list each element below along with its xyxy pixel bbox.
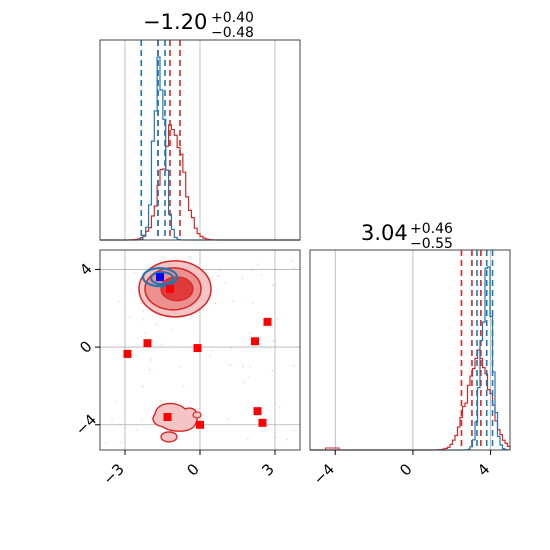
title-y-sup: +0.46	[410, 221, 453, 237]
sample-dot	[195, 408, 198, 411]
sample-dot	[182, 385, 185, 388]
sample-dot	[159, 399, 162, 402]
contour-blue-inner	[149, 271, 175, 286]
sample-dot	[271, 284, 274, 287]
sample-dot	[292, 365, 295, 368]
sample-dot	[249, 365, 252, 368]
sample-dot	[148, 368, 151, 371]
sample-dot	[271, 369, 274, 372]
marker-red	[123, 349, 132, 358]
sample-dot	[217, 274, 219, 277]
sample-dot	[272, 340, 275, 342]
sample-dot	[278, 406, 281, 409]
sample-dot	[241, 365, 244, 368]
x-tick-label: 0	[183, 460, 202, 479]
sample-dot	[251, 302, 254, 305]
sample-dot	[136, 428, 139, 431]
x-tick-label: −3	[99, 460, 127, 488]
sample-dot	[232, 300, 234, 303]
sample-dot	[170, 328, 173, 331]
sample-dot	[219, 268, 221, 271]
sample-dot	[144, 332, 146, 334]
sample-dot	[120, 441, 123, 444]
histogram-red-tail	[325, 447, 340, 450]
marker-red	[143, 339, 152, 348]
sample-dot	[104, 442, 107, 444]
scatter-contour-panel: −3 0 3 4 0 −4	[72, 249, 301, 488]
sample-dot	[247, 376, 250, 379]
sample-dot	[246, 438, 249, 441]
sample-dot	[277, 317, 279, 320]
sample-dot	[257, 263, 260, 266]
sample-dot	[291, 259, 294, 262]
x-tick-label: 0	[396, 460, 415, 479]
x-tick-label: −4	[310, 460, 338, 488]
marker-red	[193, 344, 202, 353]
sample-dot	[209, 354, 212, 357]
y-tick-label: 4	[76, 260, 95, 279]
title-x-sup: +0.40	[211, 10, 254, 26]
sample-dot	[214, 302, 217, 305]
x-tick-label: 3	[258, 460, 277, 479]
histogram-blue	[310, 266, 511, 451]
sample-dot	[179, 366, 182, 369]
sample-dot	[155, 324, 158, 326]
sample-dot	[150, 359, 153, 361]
panel-frame	[99, 39, 301, 241]
sample-dot	[224, 282, 227, 285]
sample-dot	[111, 418, 113, 420]
sample-dot	[198, 340, 201, 343]
sample-dot	[160, 343, 163, 346]
title-y-sub: −0.55	[410, 236, 453, 252]
contour-blue-outer	[141, 267, 179, 288]
sample-dot	[210, 349, 213, 352]
sample-dot	[248, 332, 251, 335]
sample-dot	[128, 316, 131, 319]
marker-red	[251, 337, 259, 346]
y-tick-label: −4	[72, 411, 100, 439]
sample-dot	[229, 364, 232, 366]
sample-dot	[292, 267, 295, 270]
marker-red	[163, 412, 172, 421]
sample-dot	[142, 318, 145, 321]
y-tick-label: 0	[76, 337, 95, 356]
panel-frame	[309, 249, 511, 451]
marker-red	[166, 284, 174, 293]
sample-dot	[292, 429, 295, 432]
histogram-y-panel: −4 0 4	[309, 249, 511, 488]
contour-red-lower	[152, 402, 199, 432]
title-y-main: 3.04	[361, 221, 408, 245]
sample-dot	[141, 302, 143, 305]
contour-red-lower-small	[160, 431, 178, 443]
sample-dot	[260, 274, 263, 277]
sample-dot	[286, 438, 289, 441]
sample-dot	[273, 436, 276, 439]
title-x-main: −1.20	[143, 10, 207, 34]
sample-dot	[241, 277, 244, 280]
sample-dot	[243, 381, 246, 384]
sample-dot	[119, 423, 122, 426]
marker-red	[196, 420, 204, 429]
sample-dot	[142, 309, 145, 312]
sample-dot	[140, 418, 143, 421]
sample-dot	[133, 272, 135, 275]
sample-dot	[229, 347, 232, 349]
marker-red	[263, 317, 272, 326]
contour-red-lower-small	[192, 411, 202, 419]
marker-red	[258, 418, 267, 427]
marker-red	[253, 407, 262, 416]
marker-blue	[156, 273, 164, 282]
title-x-sub: −0.48	[211, 25, 254, 41]
sample-dot	[226, 418, 229, 421]
x-tick-label: 4	[474, 460, 493, 479]
histogram-x-panel	[99, 39, 301, 241]
sample-dot	[118, 300, 121, 303]
sample-dot	[250, 268, 253, 271]
sample-dot	[115, 400, 118, 403]
sample-dot	[141, 385, 144, 388]
